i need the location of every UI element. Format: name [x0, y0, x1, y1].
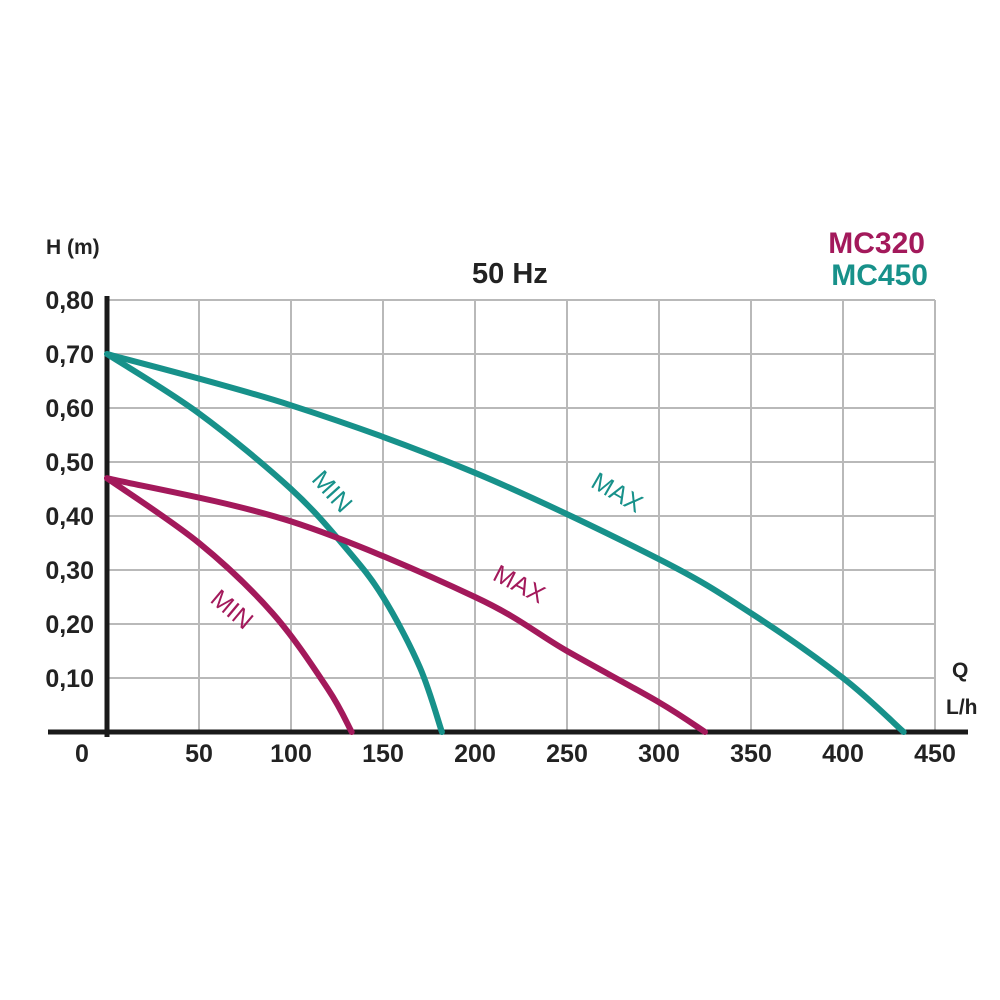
y-tick-label: 0,30 [45, 557, 94, 585]
x-tick-label: 150 [362, 740, 404, 768]
curve-mc320-min [104, 475, 355, 735]
x-tick-label: 50 [185, 740, 213, 768]
curve-mc320-max [104, 475, 708, 735]
curve-mc450-max [104, 351, 907, 735]
x-axis-label: Q [952, 659, 968, 682]
x-tick-label: 250 [546, 740, 588, 768]
y-tick-label: 0,50 [45, 449, 94, 477]
y-tick-label: 0,20 [45, 611, 94, 639]
legend-mc320: MC320 [828, 227, 925, 260]
curve-mc450-min [104, 351, 445, 735]
x-tick-label: 350 [730, 740, 772, 768]
curve-label-mc320-max: MAX [489, 560, 550, 610]
axes [48, 296, 968, 737]
x-tick-label: 400 [822, 740, 864, 768]
legend-mc450: MC450 [831, 259, 928, 292]
chart-title: 50 Hz [472, 258, 548, 290]
y-tick-label: 0,60 [45, 395, 94, 423]
y-axis-label: H (m) [46, 236, 100, 259]
x-tick-label: 300 [638, 740, 680, 768]
y-tick-label: 0,10 [45, 665, 94, 693]
y-tick-label: 0,40 [45, 503, 94, 531]
y-tick-label: 0,70 [45, 341, 94, 369]
y-tick-label: 0,80 [45, 287, 94, 315]
curves [104, 351, 907, 735]
x-tick-label: 450 [914, 740, 956, 768]
x-tick-label: 100 [270, 740, 312, 768]
tick-labels: 50 100 150 200 250 300 350 400 450 0,10 0,20 0,30 0,… [45, 287, 956, 768]
x-tick-label: 200 [454, 740, 496, 768]
curve-label-mc450-max: MAX [587, 467, 648, 518]
x-axis-unit: L/h [946, 696, 978, 719]
origin-label: 0 [75, 740, 89, 768]
grid [107, 299, 936, 732]
